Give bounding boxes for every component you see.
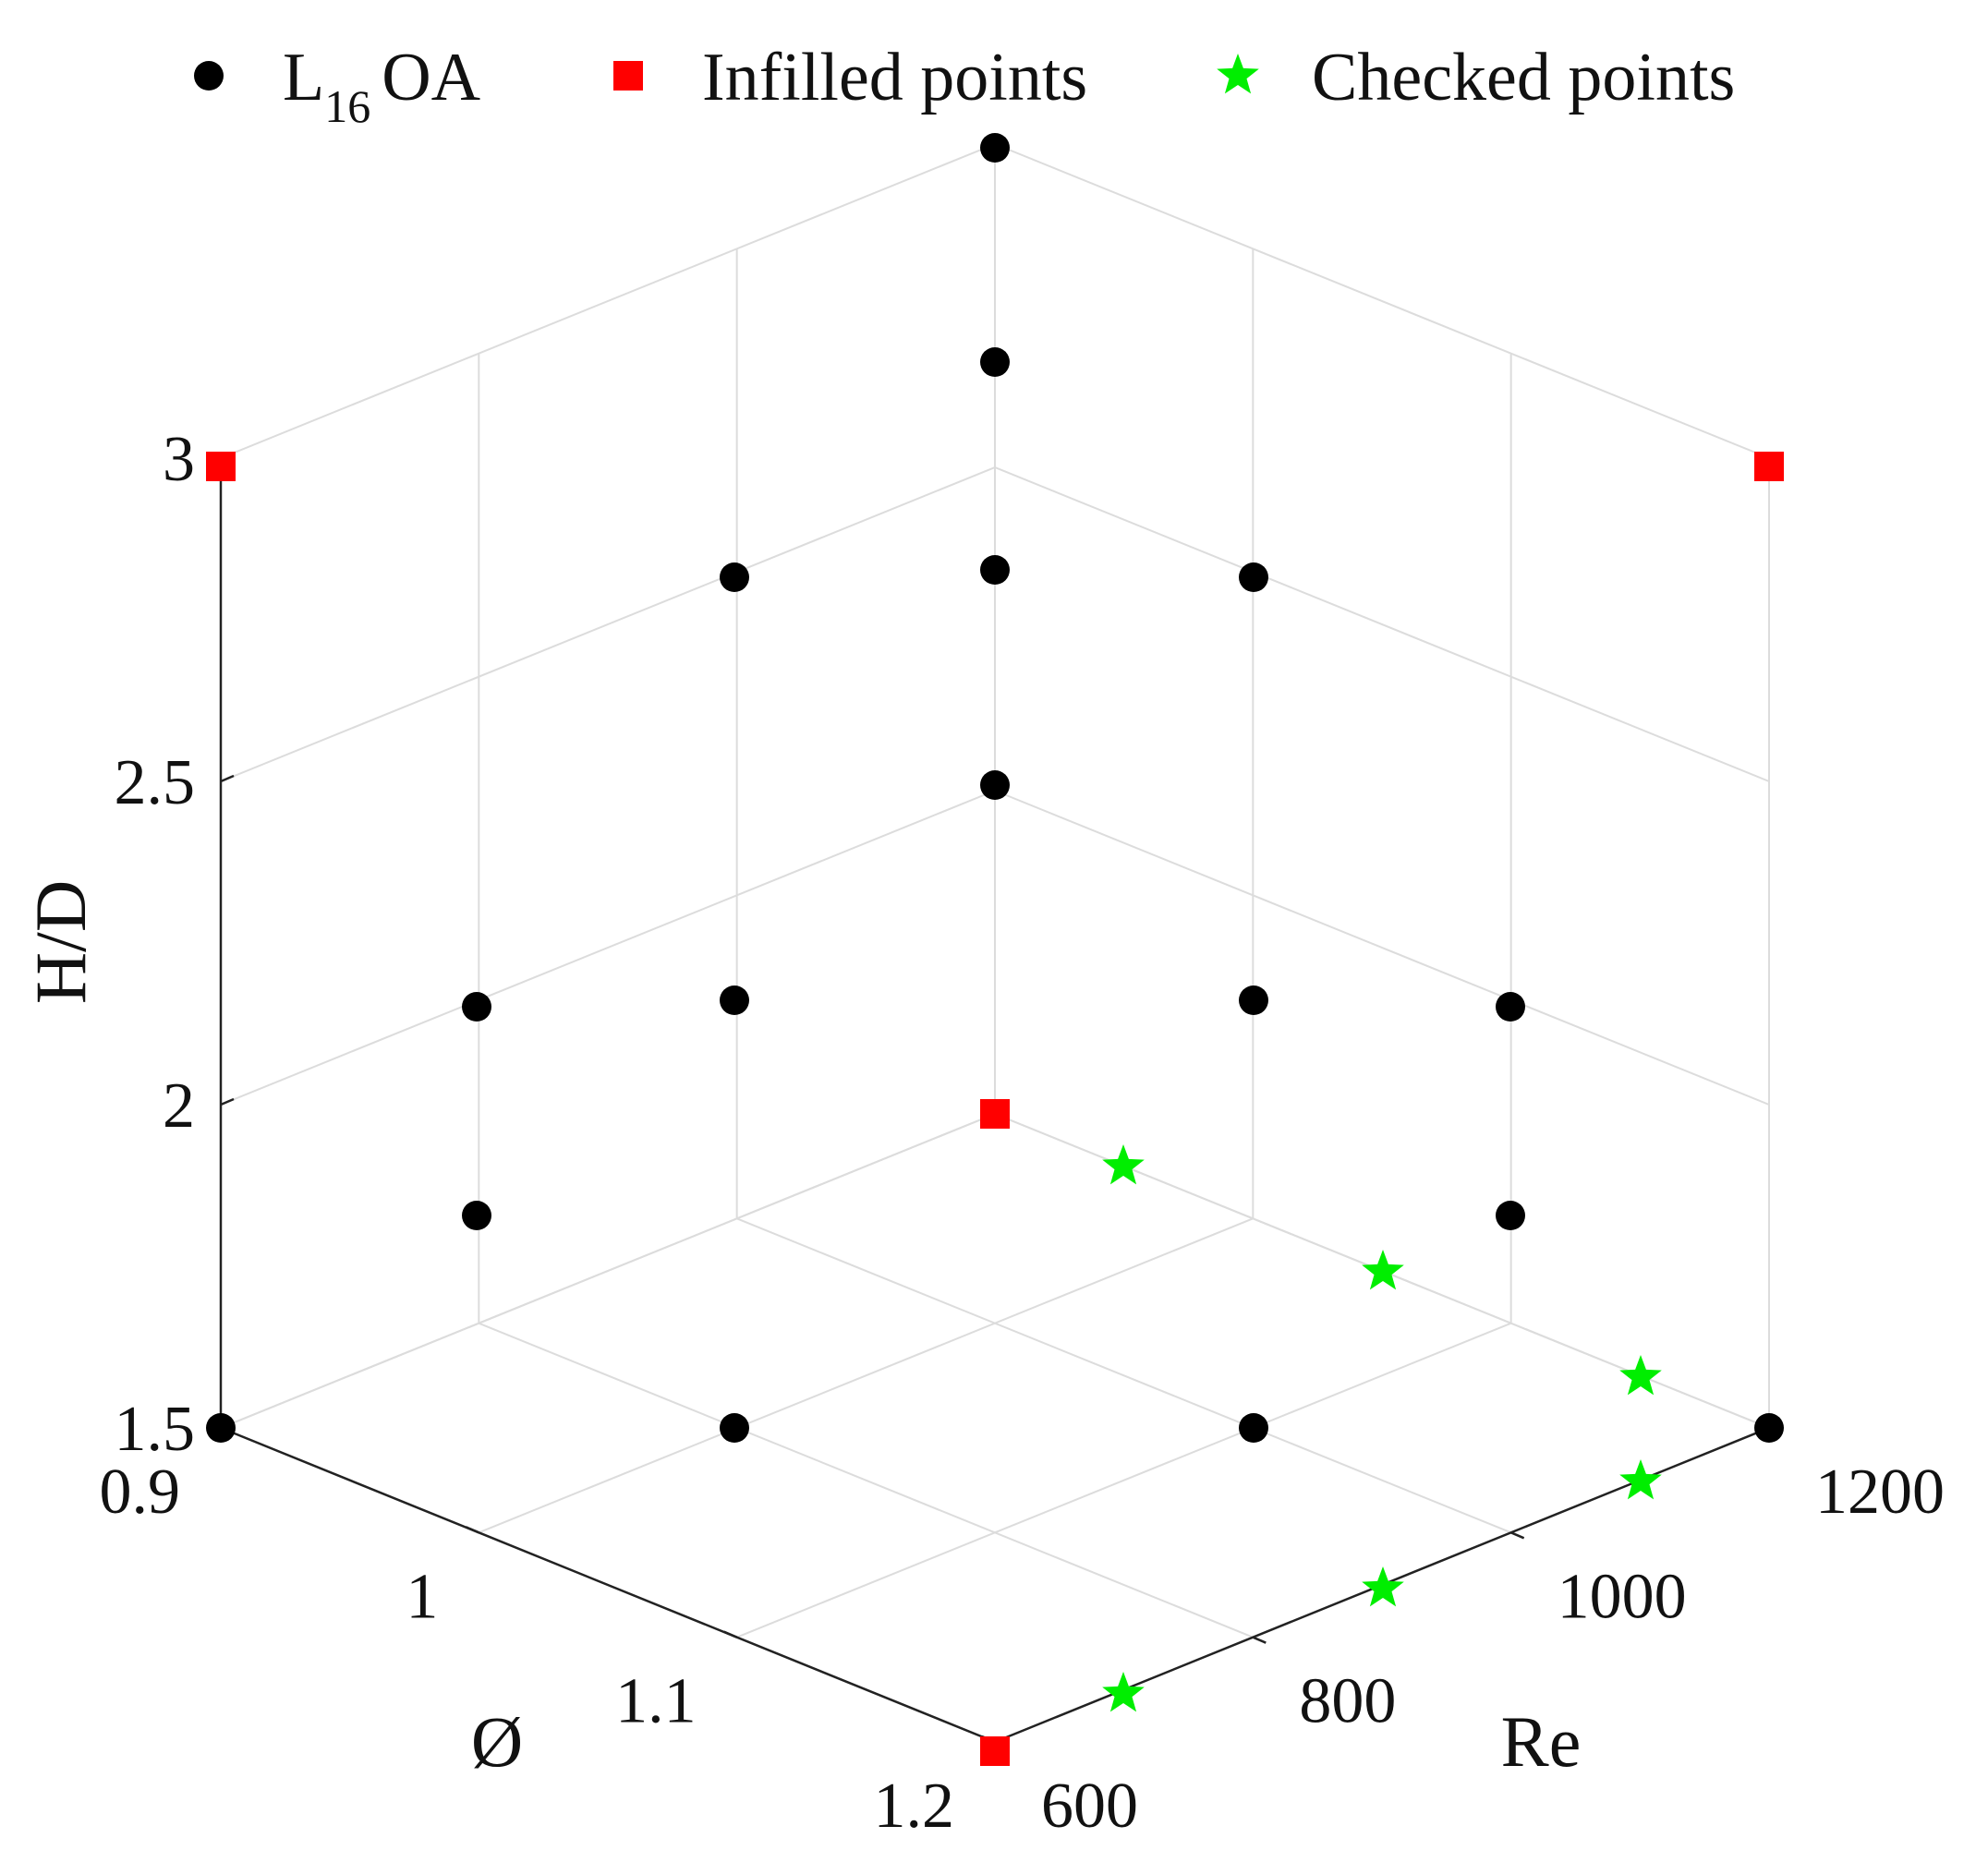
y-tick-label: 1200 [1815,1457,1945,1528]
oa-point [720,985,749,1015]
grid-line [478,1217,1254,1534]
y-axis-label: Re [1501,1701,1582,1782]
legend-marker-infill [613,61,643,91]
z-tick-label: 2.5 [115,747,196,818]
grid-lines [220,143,1770,1743]
legend-marker-check [1217,54,1259,94]
oa-point [720,1413,749,1443]
checked-point [1102,1144,1145,1185]
x-tick [723,1630,738,1638]
oa-point [206,1413,236,1443]
oa-point [462,992,491,1022]
checked-point [1619,1459,1662,1500]
legend-entry-infill: Infilled points [613,40,1087,115]
oa-point [1239,985,1268,1015]
x-tick-label: 1.2 [874,1771,955,1842]
grid-line [220,143,996,459]
z-tick [220,774,235,783]
oa-point [1754,1413,1784,1443]
grid-line [994,790,1770,1106]
grid-line [994,143,1770,459]
y-tick [1252,1636,1267,1644]
y-tick-label: 600 [1041,1771,1138,1842]
series-l16-oa [206,133,1784,1443]
data-points [206,133,1784,1766]
legend-label-infill: Infilled points [702,40,1087,115]
oa-point [980,555,1010,585]
z-tick-label: 3 [163,424,195,495]
oa-point [980,770,1010,800]
infilled-point [980,1099,1010,1129]
checked-point [1619,1355,1662,1396]
x-tick-label: 0.9 [100,1457,181,1528]
legend-label-oa: L16 OA [283,40,480,132]
oa-point [1239,1413,1268,1443]
z-axis-label: H/D [20,880,101,1004]
z-tick-label: 1.5 [115,1394,196,1465]
grid-line [994,466,1770,782]
grid-line [220,466,996,782]
grid-line [220,1113,996,1429]
series-infilled-points [206,452,1784,1766]
oa-point [980,133,1010,163]
x-tick-label: 1 [406,1561,438,1632]
checked-point [1362,1250,1404,1290]
series-checked-points [1102,1144,1662,1712]
grid-line [736,1322,1512,1638]
x-axis-label: Ø [471,1701,523,1782]
checked-point [1102,1672,1145,1712]
oa-point [720,562,749,592]
legend-marker-oa [194,61,224,91]
x-axis-line [220,1426,996,1744]
z-tick [220,1097,235,1106]
z-tick-label: 2 [163,1070,195,1142]
infilled-point [980,1736,1010,1766]
legend-entry-check: Checked points [1217,40,1735,115]
oa-point [1496,992,1525,1022]
oa-point [1239,562,1268,592]
checked-point [1362,1566,1404,1607]
infilled-point [1754,452,1784,481]
legend-entry-oa: L16 OA [194,40,480,132]
y-tick-label: 800 [1299,1666,1396,1737]
legend: L16 OA Infilled points Checked points [194,40,1735,132]
grid-line [736,1217,1512,1534]
y-tick [1510,1531,1525,1540]
legend-label-check: Checked points [1312,40,1735,115]
y-tick-label: 1000 [1558,1561,1687,1632]
tick-labels: 1.5 2 2.5 3 0.9 1 1.1 1.2 600 800 1000 1200 [100,424,1946,1842]
grid-line [478,1322,1254,1638]
oa-point [462,1201,491,1230]
x-tick [465,1526,479,1534]
oa-point [1496,1201,1525,1230]
x-tick-label: 1.1 [615,1666,697,1737]
infilled-point [206,452,236,481]
grid-line [220,790,996,1106]
oa-point [980,347,1010,377]
